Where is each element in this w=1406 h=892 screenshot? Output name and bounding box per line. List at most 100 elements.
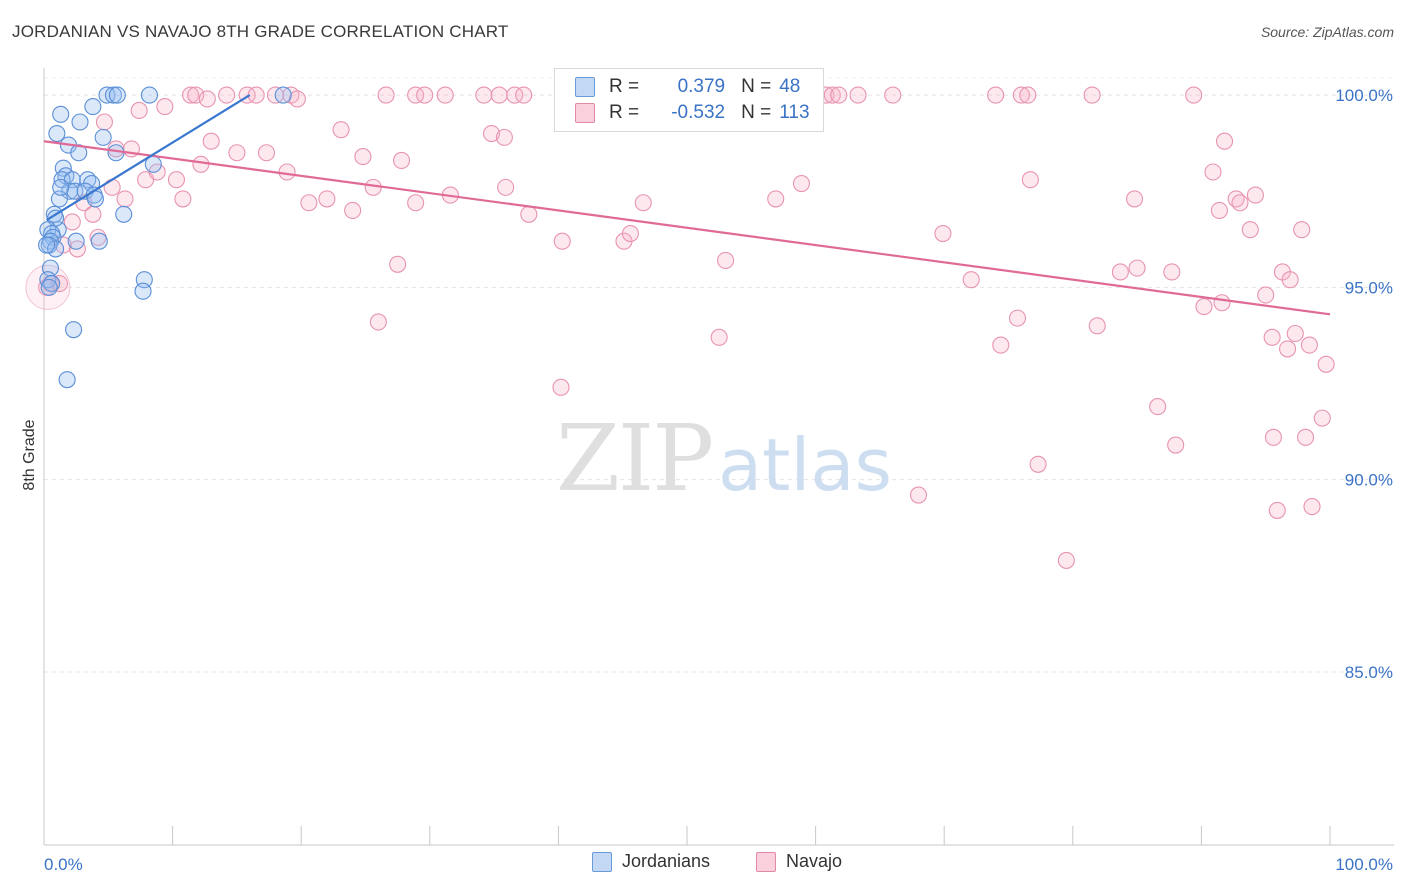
- jordanian-points: [38, 86, 292, 389]
- navajo-point: [475, 86, 493, 104]
- navajo-point: [792, 174, 811, 193]
- navajo-point: [1300, 336, 1318, 354]
- navajo-point: [1128, 259, 1146, 277]
- stats-row-jordanians: R = 0.379 N = 48: [575, 75, 800, 99]
- jordanian-point: [104, 86, 122, 104]
- navajo-point: [332, 121, 350, 139]
- navajo-point: [318, 190, 336, 208]
- y-axis-label: 8th Grade: [21, 419, 38, 490]
- navajo-point: [1167, 436, 1185, 454]
- navajo-point: [1021, 171, 1039, 189]
- navajo-point: [1204, 163, 1222, 181]
- navajo-point: [416, 86, 434, 104]
- navajo-point: [1263, 328, 1281, 346]
- n-value-navajo: 113: [779, 102, 810, 123]
- jordanian-point: [65, 321, 83, 339]
- navajo-point: [192, 155, 210, 173]
- legend-item-jordanians[interactable]: Jordanians: [592, 851, 710, 872]
- jordanian-point: [70, 144, 88, 162]
- navajo-point: [389, 255, 407, 273]
- navajo-point: [1149, 398, 1167, 416]
- navajo-point: [247, 86, 265, 104]
- navajo-point: [490, 86, 508, 104]
- navajo-point: [992, 336, 1010, 354]
- navajo-point: [436, 86, 454, 104]
- navajo-point: [1125, 190, 1144, 208]
- navajo-point: [407, 86, 425, 104]
- navajo-point: [228, 144, 246, 162]
- navajo-point: [767, 190, 785, 208]
- navajo-point: [103, 178, 121, 196]
- navajo-point: [369, 313, 387, 331]
- legend-swatch-navajo: [575, 103, 595, 123]
- jordanian-point: [48, 124, 66, 143]
- navajo-point: [1083, 86, 1101, 104]
- navajo-point: [1195, 298, 1213, 316]
- navajo-point: [148, 163, 166, 181]
- jordanian-point: [71, 113, 89, 131]
- y-tick-label: 95.0%: [1345, 278, 1393, 297]
- navajo-point: [1257, 286, 1275, 304]
- n-label: N =: [741, 76, 772, 97]
- navajo-point: [288, 90, 306, 108]
- jordanian-point: [274, 86, 292, 104]
- navajo-point: [621, 224, 639, 243]
- trend-lines: [43, 94, 1331, 316]
- navajo-point: [634, 194, 652, 212]
- jordanian-point: [140, 86, 159, 104]
- jordanian-point: [90, 232, 108, 250]
- navajo-point: [495, 128, 513, 146]
- axes: [43, 68, 1394, 846]
- navajo-point: [257, 144, 276, 162]
- source-label: Source: ZipAtlas.com: [1260, 24, 1394, 40]
- r-value-navajo: -0.532: [671, 102, 726, 123]
- navajo-point: [392, 151, 411, 170]
- stats-row-navajo: R = -0.532 N = 113: [575, 101, 810, 125]
- legend-item-navajo[interactable]: Navajo: [756, 851, 842, 872]
- navajo-point: [84, 205, 102, 223]
- navajo-point: [552, 378, 570, 396]
- jordanian-point: [108, 86, 126, 104]
- navajo-point: [1019, 86, 1037, 104]
- navajo-point: [1210, 201, 1228, 219]
- navajo-point: [506, 86, 524, 104]
- navajo-point: [278, 163, 296, 181]
- navajo-point: [515, 86, 533, 104]
- navajo-point: [1246, 186, 1264, 204]
- navajo-point: [934, 224, 952, 243]
- navajo-point: [1057, 551, 1075, 569]
- navajo-point: [710, 328, 728, 346]
- navajo-point: [1286, 324, 1304, 343]
- navajo-point: [830, 86, 848, 104]
- navajo-point: [344, 201, 362, 219]
- navajo-point: [182, 86, 200, 104]
- navajo-point: [116, 190, 134, 208]
- jordanian-point: [52, 105, 70, 123]
- navajo-point: [962, 271, 980, 289]
- navajo-point: [497, 178, 515, 196]
- navajo-point: [1317, 355, 1335, 373]
- navajo-point: [717, 251, 735, 269]
- navajo-point: [407, 194, 425, 212]
- navajo-point: [1029, 455, 1047, 473]
- jordanian-point: [47, 240, 65, 258]
- navajo-point: [218, 86, 236, 104]
- y-tick-label: 85.0%: [1345, 663, 1393, 682]
- r-label: R =: [609, 76, 640, 97]
- navajo-point: [377, 86, 395, 104]
- navajo-point: [167, 171, 186, 189]
- navajo-point: [553, 232, 571, 250]
- jordanian-point: [66, 182, 84, 200]
- jordanian-point: [38, 236, 56, 254]
- trend-line-jordanians: [45, 94, 251, 221]
- chart-title: JORDANIAN VS NAVAJO 8TH GRADE CORRELATIO…: [12, 22, 509, 41]
- legend-swatch-jordanians: [575, 77, 595, 97]
- navajo-point: [1111, 263, 1129, 281]
- navajo-point: [1268, 501, 1286, 519]
- jordanian-point: [58, 371, 76, 389]
- navajo-point: [156, 98, 174, 116]
- navajo-point: [63, 213, 81, 231]
- navajo-point: [1303, 498, 1321, 516]
- navajo-point: [95, 113, 113, 131]
